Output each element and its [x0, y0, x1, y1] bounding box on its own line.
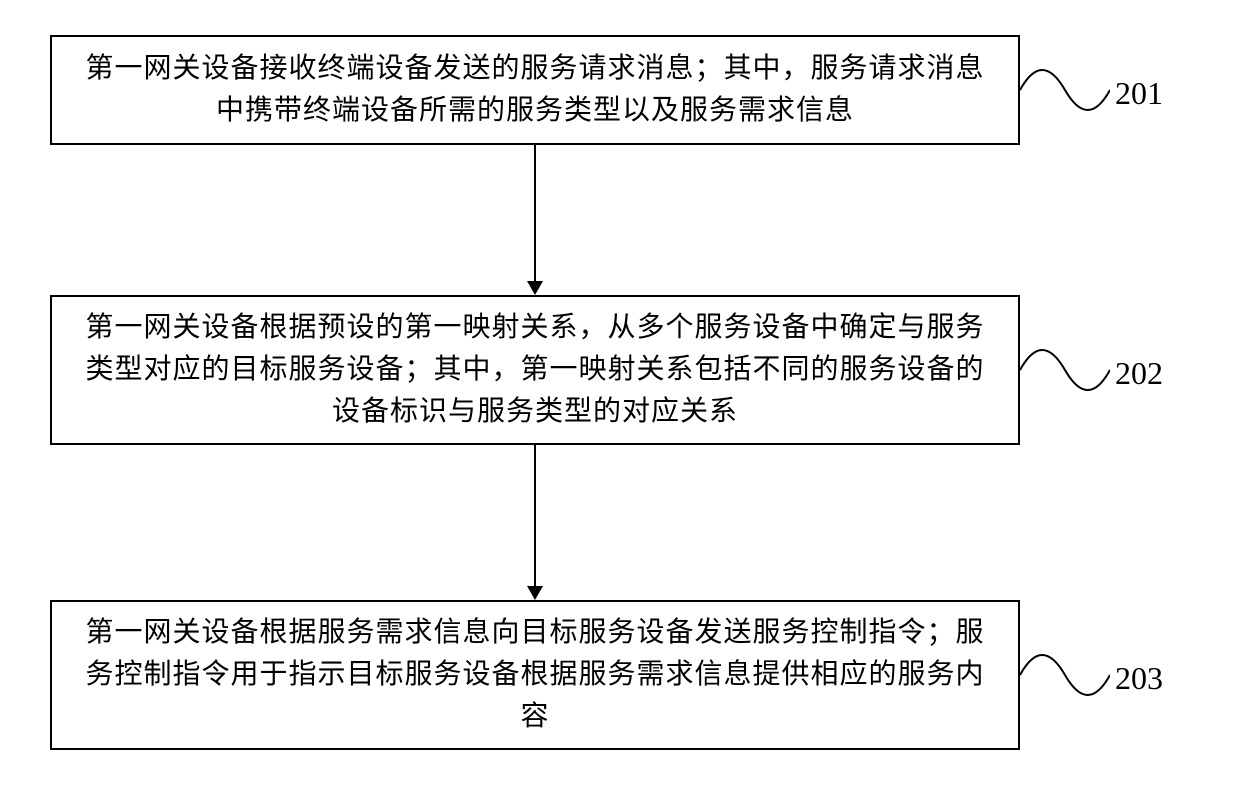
flow-node-text: 第一网关设备根据预设的第一映射关系，从多个服务设备中确定与服务类型对应的目标服务… [72, 307, 998, 433]
step-label-2: 202 [1115, 355, 1163, 392]
connector-arrow-2-3 [534, 445, 536, 586]
connector-arrow-1-2 [534, 145, 536, 281]
step-label-1: 201 [1115, 75, 1163, 112]
flow-node-step2: 第一网关设备根据预设的第一映射关系，从多个服务设备中确定与服务类型对应的目标服务… [50, 295, 1020, 445]
wave-connector-2 [1020, 335, 1110, 405]
flow-node-step3: 第一网关设备根据服务需求信息向目标服务设备发送服务控制指令；服务控制指令用于指示… [50, 600, 1020, 750]
arrow-head-icon [527, 281, 543, 295]
step-label-3: 203 [1115, 660, 1163, 697]
wave-connector-3 [1020, 640, 1110, 710]
flow-node-text: 第一网关设备根据服务需求信息向目标服务设备发送服务控制指令；服务控制指令用于指示… [72, 612, 998, 738]
wave-connector-1 [1020, 55, 1110, 125]
flow-node-step1: 第一网关设备接收终端设备发送的服务请求消息；其中，服务请求消息中携带终端设备所需… [50, 35, 1020, 145]
arrow-head-icon [527, 586, 543, 600]
flowchart-diagram: 第一网关设备接收终端设备发送的服务请求消息；其中，服务请求消息中携带终端设备所需… [0, 0, 1240, 801]
flow-node-text: 第一网关设备接收终端设备发送的服务请求消息；其中，服务请求消息中携带终端设备所需… [72, 48, 998, 132]
